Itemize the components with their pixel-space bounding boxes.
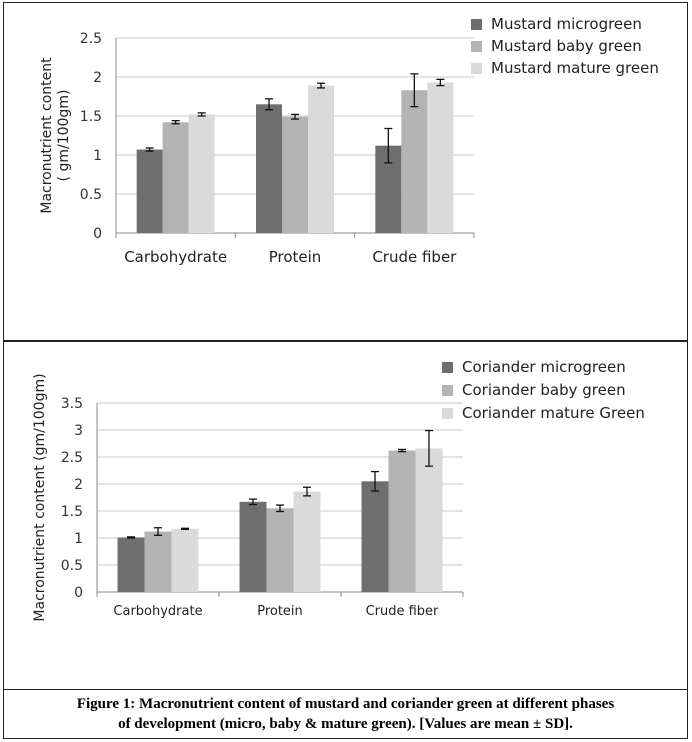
- figure-caption-box: Figure 1: Macronutrient content of musta…: [3, 689, 688, 739]
- bar: [282, 116, 308, 233]
- mustard-chart-panel: 0 0.5 1 1.5 2 2.5 Carbohydrate Protein Crude fib…: [3, 2, 688, 341]
- y-axis-title: ( gm/100gm): [56, 90, 72, 182]
- y-tick-label: 3.5: [61, 396, 83, 412]
- category-label: Protein: [269, 248, 322, 266]
- category-label: Crude fiber: [372, 248, 457, 266]
- legend-label: Coriander baby green: [462, 381, 626, 399]
- bar: [162, 122, 189, 233]
- coriander-chart-panel: 0 0.5 1 1.5 2 2.5 3 3.5 Carbohydrate Protein Crude…: [3, 341, 688, 690]
- legend-label: Coriander microgreen: [462, 358, 626, 376]
- legend-swatch: [471, 63, 482, 74]
- category-label: Carbohydrate: [124, 248, 227, 266]
- legend-swatch: [442, 362, 453, 373]
- legend-swatch: [471, 19, 482, 30]
- bar: [293, 491, 321, 592]
- y-tick-label: 2.5: [80, 31, 102, 47]
- y-tick-label: 2.5: [61, 450, 83, 466]
- y-axis-title: Macronutrient content (gm/100gm): [32, 373, 48, 621]
- mustard-chart: 0 0.5 1 1.5 2 2.5 Carbohydrate Protein Crude fib…: [39, 15, 659, 266]
- bar: [136, 149, 163, 233]
- coriander-chart: 0 0.5 1 1.5 2 2.5 3 3.5 Carbohydrate Protein Crude…: [32, 358, 645, 622]
- legend-label: Mustard microgreen: [491, 15, 642, 33]
- y-tick-label: 2: [74, 477, 83, 493]
- bar: [239, 501, 267, 592]
- y-tick-label: 1.5: [80, 109, 102, 125]
- category-label: Crude fiber: [366, 604, 439, 619]
- legend-label: Mustard baby green: [491, 37, 642, 55]
- y-tick-label: 0: [93, 226, 102, 242]
- bar: [361, 481, 389, 592]
- bar: [308, 85, 334, 233]
- y-axis-title: Macronutrient content: [39, 57, 55, 214]
- bar: [388, 450, 416, 592]
- y-tick-label: 1: [74, 531, 83, 547]
- category-label: Protein: [257, 604, 303, 619]
- bar: [171, 528, 199, 592]
- legend-swatch: [471, 41, 482, 52]
- caption-line-1: Figure 1: Macronutrient content of musta…: [76, 696, 615, 712]
- bar: [256, 104, 282, 233]
- y-tick-label: 1.5: [61, 504, 83, 520]
- legend-swatch: [442, 385, 453, 396]
- bar: [117, 537, 145, 592]
- bar: [188, 114, 215, 233]
- y-tick-label: 3: [74, 423, 83, 439]
- y-tick-label: 2: [93, 70, 102, 86]
- legend-swatch: [442, 408, 453, 419]
- caption-line-2: of development (micro, baby & mature gre…: [118, 716, 573, 732]
- y-tick-label: 0: [74, 585, 83, 601]
- y-tick-label: 1: [93, 148, 102, 164]
- y-tick-label: 0.5: [61, 558, 83, 574]
- bar: [415, 448, 443, 592]
- figure-caption: Figure 1: Macronutrient content of musta…: [4, 690, 687, 734]
- bar: [144, 531, 172, 592]
- category-label: Carbohydrate: [113, 604, 202, 619]
- bar: [401, 90, 428, 233]
- y-tick-label: 0.5: [80, 187, 102, 203]
- bar: [266, 508, 294, 592]
- bar: [427, 82, 454, 234]
- legend-label: Mustard mature green: [491, 59, 659, 77]
- legend-label: Coriander mature Green: [462, 404, 645, 422]
